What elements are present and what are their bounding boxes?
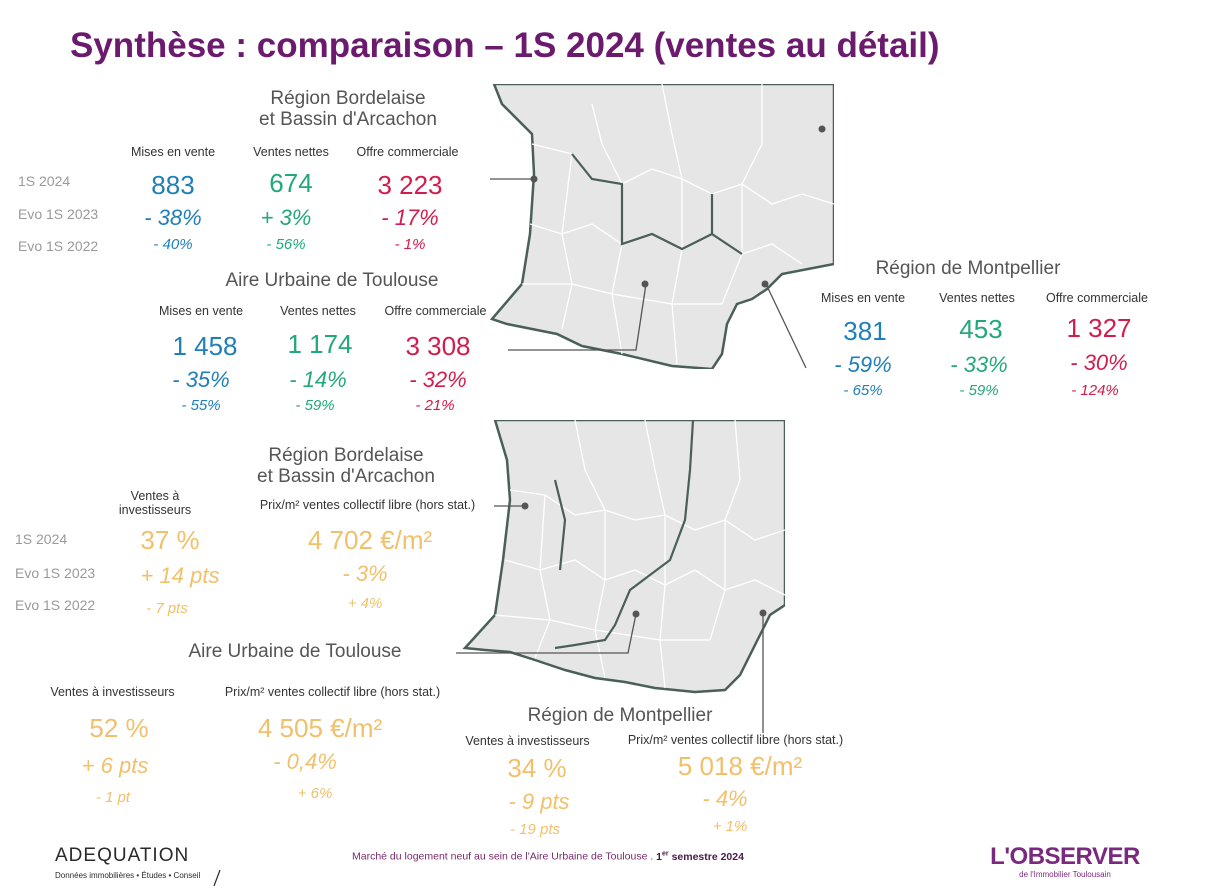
- top-toulouse-offre-evo22: - 21%: [415, 397, 455, 414]
- observer-logo: L'OBSERVER de l'Immobilier Toulousain: [985, 843, 1145, 879]
- observer-tagline: de l'Immobilier Toulousain: [1019, 870, 1111, 879]
- top-toulouse-mises-evo22: - 55%: [181, 397, 221, 414]
- bottom-toulouse-col-prix: Prix/m² ventes collectif libre (hors sta…: [224, 685, 441, 699]
- top-bordeaux-offre-evo22: - 1%: [394, 236, 426, 253]
- bottom-bordeaux-col-prix: Prix/m² ventes collectif libre (hors sta…: [259, 498, 476, 512]
- row-label-evo2022-bottom: Evo 1S 2022: [15, 597, 96, 613]
- top-montpellier-mises-evo22: - 65%: [843, 382, 883, 399]
- top-montpellier-col-mises: Mises en vente: [820, 291, 906, 305]
- connector-lines-top: [490, 178, 807, 369]
- bottom-montpellier-invest-evo23: - 9 pts: [508, 789, 570, 814]
- top-toulouse-offre-value: 3 308: [405, 331, 471, 361]
- top-montpellier-col-ventes: Ventes nettes: [939, 291, 1015, 305]
- bottom-montpellier-invest-evo22: - 19 pts: [509, 821, 561, 838]
- observer-logo-text: L'OBSERVER: [990, 843, 1140, 870]
- top-montpellier-ventes-evo23: - 33%: [950, 352, 1008, 377]
- connector-lines-bottom: [456, 505, 764, 733]
- bottom-bordeaux-invest-value: 37 %: [140, 525, 200, 555]
- page-title: Synthèse : comparaison – 1S 2024 (ventes…: [70, 26, 940, 65]
- top-montpellier-title: Région de Montpellier: [875, 258, 1061, 279]
- bottom-toulouse-prix-evo23: - 0,4%: [273, 749, 337, 774]
- bottom-bordeaux-col-invest: Ventes à investisseurs: [118, 489, 192, 517]
- bottom-toulouse-invest-value: 52 %: [89, 713, 149, 743]
- adequation-logo-text: ADEQUATION: [55, 845, 190, 866]
- bottom-toulouse-col-invest: Ventes à investisseurs: [50, 685, 175, 699]
- bottom-montpellier-invest-value: 34 %: [507, 753, 567, 783]
- bottom-montpellier-prix-evo22: + 1%: [712, 818, 748, 835]
- bottom-montpellier-prix-evo23: - 4%: [702, 786, 748, 811]
- bottom-montpellier-prix-value: 5 018 €/m²: [677, 751, 803, 781]
- top-montpellier-col-offre: Offre commerciale: [1046, 291, 1148, 305]
- top-bordeaux-col-offre: Offre commerciale: [356, 145, 459, 159]
- bottom-bordeaux-invest-evo22: - 7 pts: [146, 600, 188, 617]
- top-montpellier-ventes-value: 453: [959, 314, 1003, 344]
- top-bordeaux-offre-evo23: - 17%: [381, 205, 439, 230]
- top-montpellier-offre-value: 1 327: [1066, 313, 1132, 343]
- row-label-evo2023-bottom: Evo 1S 2023: [15, 565, 96, 581]
- top-toulouse-col-ventes: Ventes nettes: [280, 304, 356, 318]
- bottom-bordeaux-invest-evo23: + 14 pts: [140, 563, 220, 588]
- row-label-evo2022: Evo 1S 2022: [18, 238, 99, 254]
- bottom-toulouse-prix-value: 4 505 €/m²: [257, 713, 383, 743]
- top-bordeaux-col-ventes: Ventes nettes: [253, 145, 329, 159]
- top-bordeaux-mises-evo22: - 40%: [153, 236, 193, 253]
- top-bordeaux-mises-value: 883: [151, 170, 195, 200]
- bottom-toulouse-prix-evo22: + 6%: [297, 785, 333, 802]
- top-montpellier-offre-evo22: - 124%: [1071, 382, 1119, 399]
- footer-caption: Marché du logement neuf au sein de l'Air…: [352, 850, 744, 863]
- top-bordeaux-title: Région Bordelaise et Bassin d'Arcachon: [259, 88, 437, 130]
- top-toulouse-mises-value: 1 458: [172, 331, 238, 361]
- top-toulouse-mises-evo23: - 35%: [172, 367, 230, 392]
- bottom-toulouse-invest-evo22: - 1 pt: [95, 789, 131, 806]
- top-toulouse-offre-evo23: - 32%: [409, 367, 467, 392]
- bottom-bordeaux-prix-evo23: - 3%: [342, 561, 388, 586]
- top-bordeaux-offre-value: 3 223: [377, 170, 443, 200]
- top-bordeaux-ventes-value: 674: [269, 168, 313, 198]
- bottom-toulouse-title: Aire Urbaine de Toulouse: [188, 641, 402, 662]
- adequation-slash-icon: [213, 869, 221, 887]
- map-top: [489, 84, 834, 369]
- bottom-montpellier-title: Région de Montpellier: [527, 705, 713, 726]
- top-bordeaux-ventes-evo22: - 56%: [266, 236, 306, 253]
- bottom-montpellier-col-prix: Prix/m² ventes collectif libre (hors sta…: [627, 733, 844, 747]
- adequation-tagline: Données immobilières • Études • Conseil: [55, 871, 201, 880]
- top-toulouse-ventes-value: 1 174: [287, 329, 353, 359]
- bottom-bordeaux-prix-value: 4 702 €/m²: [307, 525, 433, 555]
- row-label-1s2024-bottom: 1S 2024: [15, 531, 68, 547]
- row-label-evo2023: Evo 1S 2023: [18, 206, 99, 222]
- bottom-bordeaux-prix-evo22: + 4%: [347, 595, 383, 612]
- top-toulouse-ventes-evo22: - 59%: [295, 397, 335, 414]
- top-montpellier-mises-evo23: - 59%: [834, 352, 892, 377]
- top-toulouse-title: Aire Urbaine de Toulouse: [225, 270, 439, 291]
- top-montpellier-mises-value: 381: [843, 316, 887, 346]
- top-bordeaux-col-mises: Mises en vente: [130, 145, 216, 159]
- bottom-toulouse-invest-evo23: + 6 pts: [81, 753, 149, 778]
- map-bottom: [462, 420, 785, 694]
- top-montpellier-offre-evo23: - 30%: [1070, 350, 1128, 375]
- top-bordeaux-mises-evo23: - 38%: [144, 205, 202, 230]
- top-toulouse-ventes-evo23: - 14%: [289, 367, 347, 392]
- top-toulouse-col-mises: Mises en vente: [158, 304, 244, 318]
- top-bordeaux-ventes-evo23: + 3%: [260, 205, 312, 230]
- adequation-logo: ADEQUATION Données immobilières • Études…: [55, 845, 200, 880]
- bottom-montpellier-col-invest: Ventes à investisseurs: [465, 734, 590, 748]
- top-toulouse-col-offre: Offre commerciale: [384, 304, 487, 318]
- top-montpellier-ventes-evo22: - 59%: [959, 382, 999, 399]
- row-label-1s2024: 1S 2024: [18, 173, 71, 189]
- bottom-bordeaux-title: Région Bordelaise et Bassin d'Arcachon: [257, 445, 435, 487]
